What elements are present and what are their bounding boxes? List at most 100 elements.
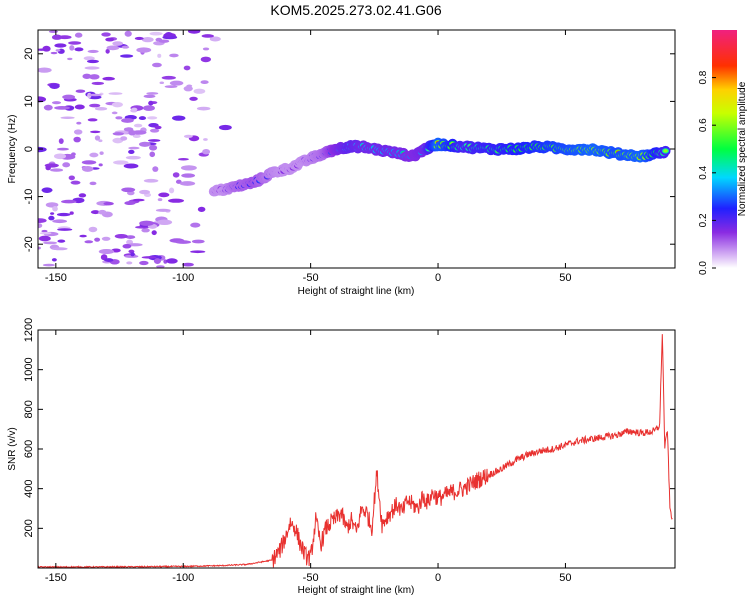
noise-blob <box>111 111 118 115</box>
spectrogram-y-label: Frequency (Hz) <box>7 115 18 184</box>
noise-blob <box>62 162 71 168</box>
noise-blob <box>51 34 63 40</box>
noise-blob <box>166 258 178 264</box>
noise-blob <box>141 228 150 233</box>
noise-blob <box>39 231 52 235</box>
noise-blob <box>41 229 48 233</box>
noise-blob <box>181 173 196 178</box>
x-tick-label: 0 <box>435 272 441 284</box>
noise-blob <box>132 134 141 139</box>
noise-blob <box>128 149 135 154</box>
noise-blob <box>74 47 84 52</box>
noise-blob <box>164 85 178 89</box>
noise-blob <box>141 37 154 43</box>
snr-panel: -150 -100 -50 0 50 200 400 600 800 1000 1200 Heig… <box>7 318 676 596</box>
noise-blob <box>151 230 157 236</box>
noise-blob <box>38 218 47 223</box>
noise-blob <box>90 210 100 215</box>
noise-blob <box>60 116 75 120</box>
noise-blob <box>52 219 68 224</box>
noise-blob <box>62 94 76 100</box>
noise-blob <box>202 148 211 155</box>
y-tick-label: 0 <box>23 146 35 152</box>
noise-blob <box>105 48 110 54</box>
noise-blob <box>159 81 165 85</box>
noise-blob <box>183 85 193 92</box>
noise-blob <box>86 59 99 64</box>
spectrogram-x-ticks: -150 -100 -50 0 50 <box>45 30 572 284</box>
noise-blob <box>168 198 184 203</box>
noise-blob <box>52 206 58 212</box>
noise-blob <box>128 130 136 136</box>
noise-blob <box>209 36 221 42</box>
spectrogram-x-label: Height of straight line (km) <box>298 286 415 297</box>
noise-blob <box>155 208 171 212</box>
y-tick-label: 200 <box>23 519 35 537</box>
noise-blob <box>147 116 158 120</box>
noise-blob <box>43 241 58 245</box>
noise-blob <box>149 144 158 151</box>
noise-blob <box>54 106 70 110</box>
noise-blob <box>61 199 77 204</box>
noise-blob <box>38 246 41 250</box>
noise-blob <box>125 155 141 160</box>
y-tick-label: 600 <box>23 440 35 458</box>
noise-blob <box>114 233 128 239</box>
noise-blob <box>94 237 101 242</box>
noise-blob <box>73 129 83 135</box>
noise-blob <box>139 260 149 266</box>
noise-blob <box>143 94 156 99</box>
noise-blob <box>136 47 152 53</box>
noise-blob <box>112 41 124 46</box>
noise-blob <box>89 103 101 108</box>
noise-blob <box>51 101 62 105</box>
noise-blob <box>183 134 193 138</box>
snr-y-ticks: 200 400 600 800 1000 1200 <box>23 318 675 538</box>
noise-blob <box>82 73 92 79</box>
x-tick-label: 50 <box>559 272 571 284</box>
spectrogram-y-ticks: -20 -10 0 10 20 <box>23 48 675 252</box>
colorbar-tick-label: 0.4 <box>698 165 709 179</box>
y-tick-label: 400 <box>23 479 35 497</box>
noise-blob <box>87 49 99 53</box>
noise-blob <box>79 234 87 238</box>
snr-series-line <box>38 334 673 568</box>
noise-blob <box>43 104 53 111</box>
noise-blob <box>152 166 159 172</box>
x-tick-label: -150 <box>45 272 67 284</box>
noise-blob <box>153 258 161 265</box>
noise-blob <box>88 226 98 233</box>
noise-blob <box>121 187 136 193</box>
y-tick-label: 1200 <box>23 318 35 342</box>
noise-blob <box>169 80 184 86</box>
noise-blob <box>123 163 139 169</box>
noise-blob <box>154 125 162 130</box>
colorbar-ticks: 0.0 0.2 0.4 0.6 0.8 <box>698 70 716 275</box>
noise-blob <box>121 118 134 123</box>
y-tick-label: 800 <box>23 400 35 418</box>
noise-blob <box>120 54 134 58</box>
noise-blob <box>187 30 201 34</box>
noise-blob <box>56 147 70 151</box>
noise-blob <box>87 118 98 122</box>
noise-blob <box>94 135 101 141</box>
noise-blob <box>202 47 210 51</box>
noise-blob <box>108 92 123 95</box>
noise-blob <box>169 53 179 58</box>
noise-blob <box>68 175 75 181</box>
noise-blob <box>38 67 52 73</box>
noise-blob <box>73 136 81 143</box>
noise-blob <box>98 249 115 255</box>
y-tick-label: 10 <box>23 95 35 107</box>
noise-blob <box>158 39 170 43</box>
noise-blob <box>143 178 159 183</box>
noise-blob <box>50 168 64 172</box>
noise-blob <box>38 235 51 242</box>
y-tick-label: -10 <box>23 189 35 205</box>
noise-blob <box>190 222 201 228</box>
noise-blob <box>130 252 135 257</box>
noise-blob <box>175 240 192 244</box>
noise-blob <box>156 219 173 225</box>
